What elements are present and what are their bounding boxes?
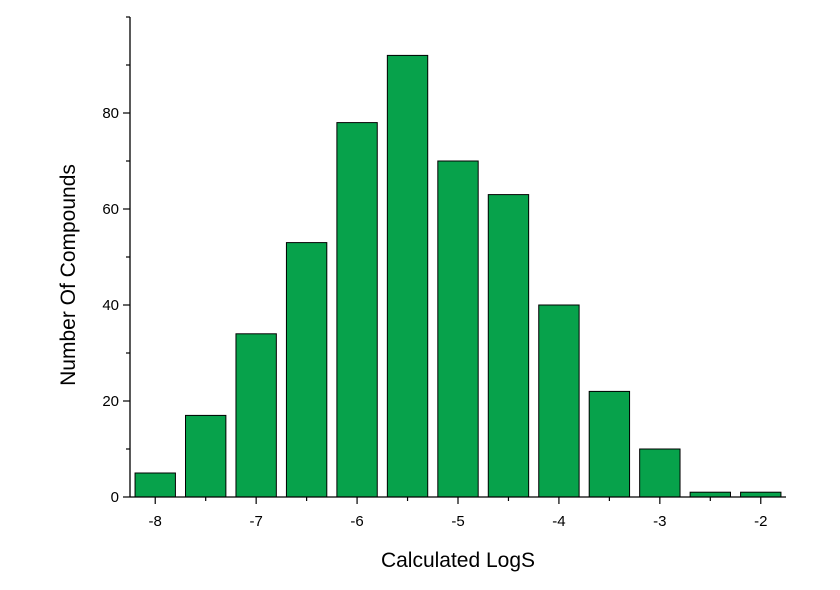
bar [235, 333, 277, 498]
x-tick-label: -2 [754, 513, 767, 530]
bar [588, 390, 631, 498]
bar [538, 304, 580, 498]
bar [386, 54, 429, 498]
bar [285, 242, 328, 498]
y-tick-label: 20 [102, 393, 119, 410]
y-axis-title: Number Of Compounds [57, 164, 80, 386]
bar [336, 122, 378, 498]
bar [689, 491, 731, 498]
y-tick-label: 60 [102, 201, 119, 218]
y-tick-label: 40 [102, 297, 119, 314]
x-axis-ticks: -8 -7 -6 -5 -4 -3 -2 [149, 497, 767, 530]
bar [639, 448, 681, 498]
x-tick-label: -8 [149, 513, 162, 530]
x-tick-label: -6 [350, 513, 363, 530]
x-tick-label: -4 [552, 513, 565, 530]
y-axis-ticks: 0 20 40 60 80 [102, 16, 130, 506]
x-axis-title: Calculated LogS [381, 549, 535, 572]
x-tick-label: -5 [451, 513, 464, 530]
bar [740, 491, 782, 498]
x-tick-label: -3 [653, 513, 666, 530]
bar [185, 414, 227, 498]
y-tick-label: 0 [111, 489, 119, 506]
x-tick-label: -7 [249, 513, 262, 530]
bar [134, 472, 176, 498]
plot-area: 0 20 40 60 80 -8 -7 -6 -5 -4 -3 -2 [102, 16, 786, 530]
bars-group [134, 54, 782, 498]
bar [487, 194, 530, 498]
bar [437, 160, 479, 498]
y-tick-label: 80 [102, 105, 119, 122]
